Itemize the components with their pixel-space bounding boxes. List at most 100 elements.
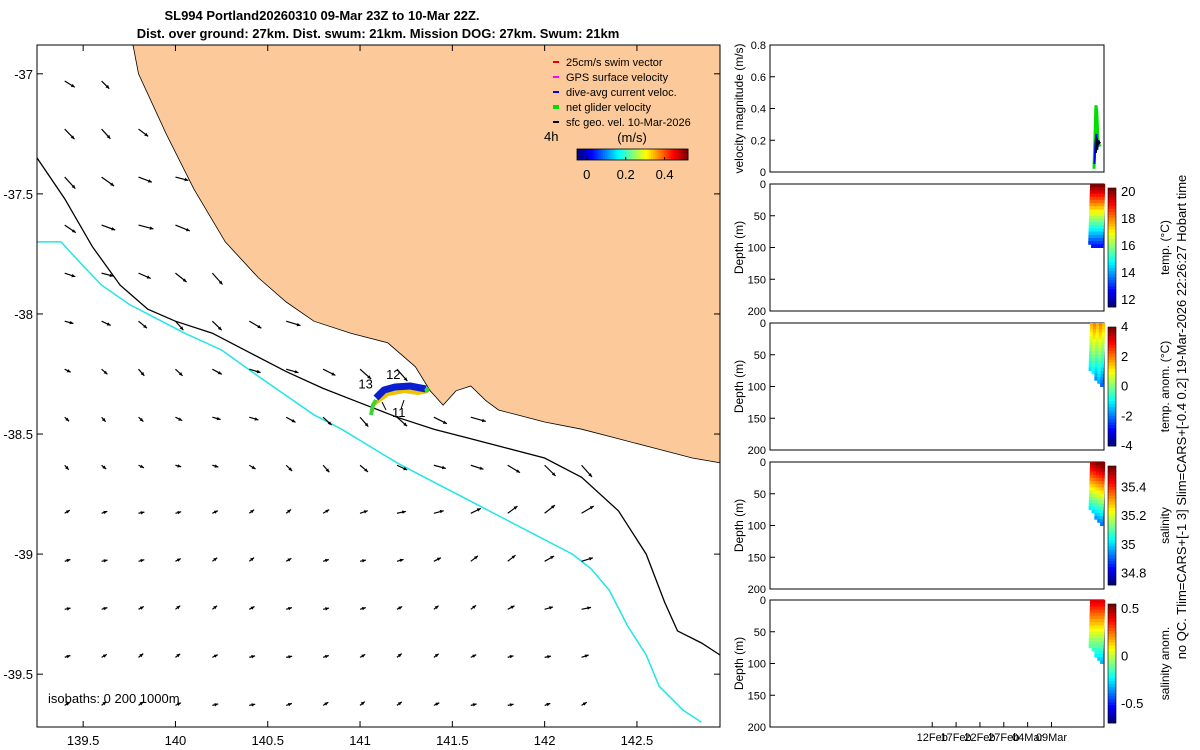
colorbar-tick-label: 0.4 <box>656 167 674 182</box>
profile-cell <box>1101 329 1105 334</box>
panel-colorbar <box>1107 187 1117 308</box>
profile-cell <box>1092 619 1096 623</box>
profile-cell <box>1098 619 1102 623</box>
profile-cell <box>1101 193 1105 198</box>
profile-cell <box>1098 474 1102 479</box>
velocity-arrow <box>101 653 108 658</box>
colorbar-tick-label: 14 <box>1121 265 1135 280</box>
velocity-arrow <box>581 557 594 562</box>
velocity-arrow <box>101 701 107 706</box>
profile-cell <box>1100 377 1104 381</box>
profile-cell <box>1094 222 1098 226</box>
profile-cell <box>1102 184 1106 188</box>
profile-cell <box>1095 342 1099 346</box>
velocity-arrow <box>470 703 477 707</box>
profile-cell <box>1097 496 1102 501</box>
profile-cell <box>1094 377 1098 381</box>
colorbar-tick-label: 20 <box>1121 184 1135 199</box>
profile-cell <box>1101 206 1105 210</box>
velocity-arrow <box>64 464 70 471</box>
profile-cell <box>1096 600 1100 604</box>
profile-cell <box>1100 361 1104 365</box>
velocity-arrow <box>101 272 114 277</box>
velocity-arrow <box>322 368 336 376</box>
velocity-arrow <box>285 416 296 423</box>
profile-cell <box>1088 234 1092 239</box>
profile-cell <box>1092 625 1096 630</box>
velocity-arrow <box>248 509 255 514</box>
profile-cell <box>1100 647 1104 652</box>
map-x-axis: 139.5 140 140.5 141 141.5 142 142.5 <box>67 45 653 748</box>
profile-cell <box>1088 506 1092 511</box>
y-tick-label: -38 <box>14 307 33 322</box>
velocity-arrow <box>64 128 75 140</box>
profile-cell <box>1097 503 1101 507</box>
profile-cell <box>1101 187 1106 191</box>
profile-cell <box>1101 203 1105 207</box>
profile-cell <box>1098 335 1102 340</box>
profile-cell <box>1098 348 1102 353</box>
velocity-arrow <box>101 80 110 90</box>
panel-colorbar <box>1107 465 1117 586</box>
profile-cell <box>1089 196 1093 201</box>
velocity-arrow <box>212 654 218 658</box>
profile-cell <box>1098 603 1103 607</box>
profile-cell <box>1095 335 1099 340</box>
legend-entry: net glider velocity <box>553 102 651 114</box>
x-tick-label: 139.5 <box>67 733 100 748</box>
profile-cell <box>1088 218 1093 223</box>
profile-cell <box>1091 234 1095 239</box>
profile-cell <box>1089 335 1093 340</box>
profile-cell <box>1091 641 1095 645</box>
velocity-arrow <box>212 464 219 468</box>
colorbar-tick-label: -0.5 <box>1121 696 1143 711</box>
profile-cell <box>1097 638 1101 642</box>
profile-cell <box>1090 462 1094 466</box>
velocity-arrow <box>212 416 221 421</box>
profile-cell <box>1100 244 1104 248</box>
y-tick-label: 0 <box>760 179 766 191</box>
profile-cell <box>1095 474 1099 479</box>
profile-cell <box>1089 628 1093 633</box>
velocity-arrow <box>359 607 366 611</box>
profile-cell <box>1100 519 1104 523</box>
velocity-arrow <box>286 368 299 374</box>
profile-cell <box>1093 184 1097 188</box>
profile-cell <box>1101 631 1105 636</box>
profile-cell <box>1094 244 1098 248</box>
panel-y-label: Depth (m) <box>732 221 746 274</box>
velocity-arrow <box>211 605 218 610</box>
x-tick-label: 12Feb <box>917 732 948 744</box>
profile-cell <box>1097 241 1101 245</box>
profile-cell <box>1098 326 1103 330</box>
profile-cell <box>1101 490 1105 495</box>
profile-cell <box>1100 500 1104 504</box>
velocity-arrow <box>64 701 71 706</box>
profile-cell <box>1095 625 1099 630</box>
profile-cell <box>1090 323 1094 327</box>
profile-cell <box>1100 370 1104 375</box>
profile-cell <box>1094 238 1098 242</box>
figure-title-line2: Dist. over ground: 27km. Dist. swum: 21k… <box>137 26 620 41</box>
profile-cell <box>1097 238 1101 242</box>
velocity-arrow <box>64 272 76 278</box>
velocity-arrow <box>359 510 368 514</box>
velocity-arrow <box>470 416 486 423</box>
legend-label: net glider velocity <box>566 102 651 114</box>
colorbar-tick-label: 0.5 <box>1121 601 1139 616</box>
profile-cell <box>1097 222 1101 226</box>
profile-cell <box>1089 203 1093 207</box>
profile-cell <box>1092 628 1096 633</box>
profile-cell <box>1095 490 1099 495</box>
velocity-arrow <box>322 607 330 611</box>
profile-cell <box>1101 326 1106 330</box>
profile-cell <box>1092 612 1096 617</box>
profile-cell <box>1100 225 1104 229</box>
profile-cell <box>1088 357 1093 362</box>
profile-cell <box>1101 609 1105 614</box>
profile-cell <box>1095 338 1099 343</box>
profile-cell <box>1100 231 1104 236</box>
colorbar-tick-label: 2 <box>1121 349 1128 364</box>
y-tick-label: 0.8 <box>751 40 766 52</box>
profile-cell <box>1093 323 1097 327</box>
